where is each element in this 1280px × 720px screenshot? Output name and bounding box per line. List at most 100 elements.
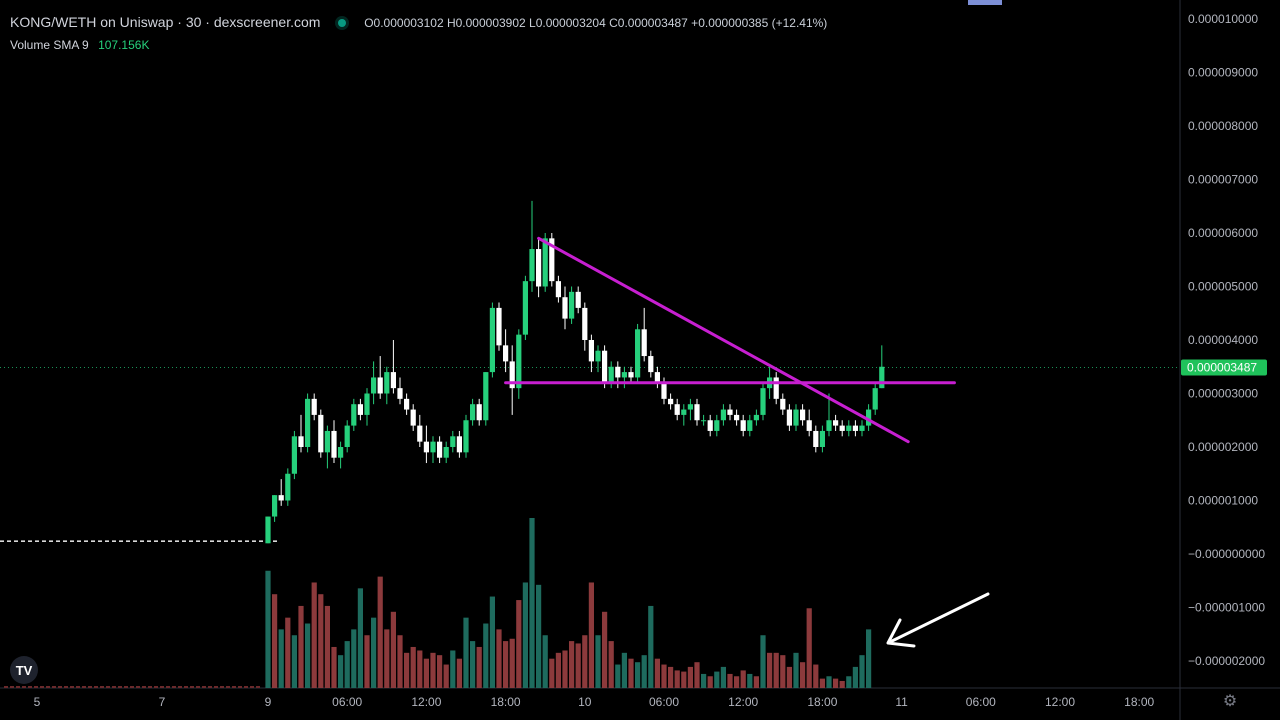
candle-body bbox=[516, 334, 522, 389]
candle-body bbox=[298, 436, 304, 447]
candle-body bbox=[423, 441, 429, 453]
price-tick-label: 0.000010000 bbox=[1188, 12, 1258, 26]
volume-bar bbox=[635, 662, 641, 688]
candle-body bbox=[443, 447, 449, 458]
volume-bar bbox=[496, 629, 502, 688]
volume-bar bbox=[463, 617, 469, 688]
volume-bar bbox=[305, 623, 311, 688]
candle-body bbox=[793, 409, 799, 426]
candle-body bbox=[305, 398, 311, 447]
volume-bar bbox=[654, 658, 660, 688]
volume-bar bbox=[833, 678, 839, 688]
price-tick-label: −0.000000000 bbox=[1188, 547, 1265, 561]
volume-bar bbox=[720, 666, 726, 688]
volume-bar bbox=[76, 686, 80, 688]
volume-bar bbox=[58, 686, 62, 688]
candle-body bbox=[694, 404, 700, 421]
descending-trendline bbox=[537, 236, 910, 444]
time-tick-label: 12:00 bbox=[1045, 695, 1075, 709]
candle-body bbox=[747, 420, 753, 431]
volume-bar bbox=[311, 582, 317, 688]
candle-body bbox=[839, 425, 845, 431]
scale-tab-indicator[interactable] bbox=[968, 0, 1002, 5]
volume-bar bbox=[694, 662, 700, 688]
volume-bar bbox=[542, 635, 548, 688]
volume-bar bbox=[800, 662, 806, 688]
volume-legend: Volume SMA 9 107.156K bbox=[10, 38, 149, 52]
candle-body bbox=[852, 425, 858, 431]
candle-body bbox=[859, 425, 865, 431]
volume-bar bbox=[456, 658, 462, 688]
candle-body bbox=[780, 398, 786, 410]
time-tick-label: 18:00 bbox=[1124, 695, 1154, 709]
candle-body bbox=[522, 281, 528, 335]
candle-body bbox=[800, 409, 806, 421]
candle-body bbox=[364, 393, 370, 415]
time-tick-label: 06:00 bbox=[649, 695, 679, 709]
candle-body bbox=[569, 291, 575, 319]
time-tick-label: 9 bbox=[265, 695, 272, 709]
volume-bar bbox=[178, 686, 182, 688]
candle-body bbox=[344, 425, 350, 447]
volume-bar bbox=[866, 629, 872, 688]
time-tick-label: 12:00 bbox=[411, 695, 441, 709]
volume-bar bbox=[608, 641, 614, 688]
time-tick-label: 18:00 bbox=[807, 695, 837, 709]
candle-body bbox=[483, 372, 489, 421]
gear-icon[interactable]: ⚙ bbox=[1222, 693, 1238, 710]
volume-bar bbox=[124, 686, 128, 688]
candle-body bbox=[833, 420, 839, 426]
price-tick-label: 0.000004000 bbox=[1188, 333, 1258, 347]
candle-body bbox=[549, 238, 555, 282]
volume-bar bbox=[371, 617, 377, 688]
candle-body bbox=[628, 372, 634, 378]
volume-label: Volume SMA 9 bbox=[10, 38, 89, 52]
volume-bar bbox=[351, 629, 357, 688]
volume-bar bbox=[220, 686, 224, 688]
time-tick-label: 5 bbox=[34, 695, 41, 709]
volume-bar bbox=[760, 635, 766, 688]
volume-bar bbox=[701, 673, 707, 688]
annotation-arrowhead-icon bbox=[886, 618, 916, 648]
candle-body bbox=[806, 420, 812, 431]
volume-bar bbox=[214, 686, 218, 688]
volume-bar bbox=[839, 680, 845, 688]
volume-bar bbox=[522, 582, 528, 688]
candle-body bbox=[324, 430, 330, 453]
volume-bar bbox=[377, 576, 383, 688]
candle-body bbox=[588, 340, 594, 362]
price-tick-label: 0.000006000 bbox=[1188, 226, 1258, 240]
volume-bar bbox=[430, 652, 436, 688]
volume-bar bbox=[338, 655, 344, 688]
price-tick-label: 0.000005000 bbox=[1188, 280, 1258, 294]
candle-body bbox=[265, 516, 271, 544]
price-tick-label: 0.000001000 bbox=[1188, 494, 1258, 508]
volume-bar bbox=[28, 686, 32, 688]
candle-body bbox=[602, 350, 608, 383]
status-dot-icon bbox=[338, 19, 347, 28]
time-tick-label: 11 bbox=[895, 695, 908, 709]
candle-body bbox=[318, 414, 324, 453]
candle-body bbox=[470, 404, 476, 421]
volume-bar bbox=[423, 658, 429, 688]
volume-bar bbox=[160, 686, 164, 688]
volume-bar bbox=[674, 670, 680, 688]
candle-body bbox=[661, 382, 667, 399]
candle-body bbox=[555, 281, 561, 298]
volume-bar bbox=[707, 676, 713, 688]
candle-body bbox=[615, 366, 621, 378]
price-tick-label: 0.000009000 bbox=[1188, 66, 1258, 80]
candle-body bbox=[641, 329, 647, 357]
volume-bar bbox=[536, 584, 542, 688]
volume-bar bbox=[602, 611, 608, 688]
candle-body bbox=[813, 430, 819, 447]
volume-bar bbox=[470, 641, 476, 688]
candle-body bbox=[338, 447, 344, 458]
volume-bar bbox=[364, 635, 370, 688]
tradingview-logo-icon[interactable]: TV bbox=[10, 656, 38, 684]
candle-body bbox=[542, 238, 548, 287]
price-tick-label: −0.000001000 bbox=[1188, 601, 1265, 615]
volume-bar bbox=[16, 686, 20, 688]
candle-body bbox=[786, 409, 792, 426]
